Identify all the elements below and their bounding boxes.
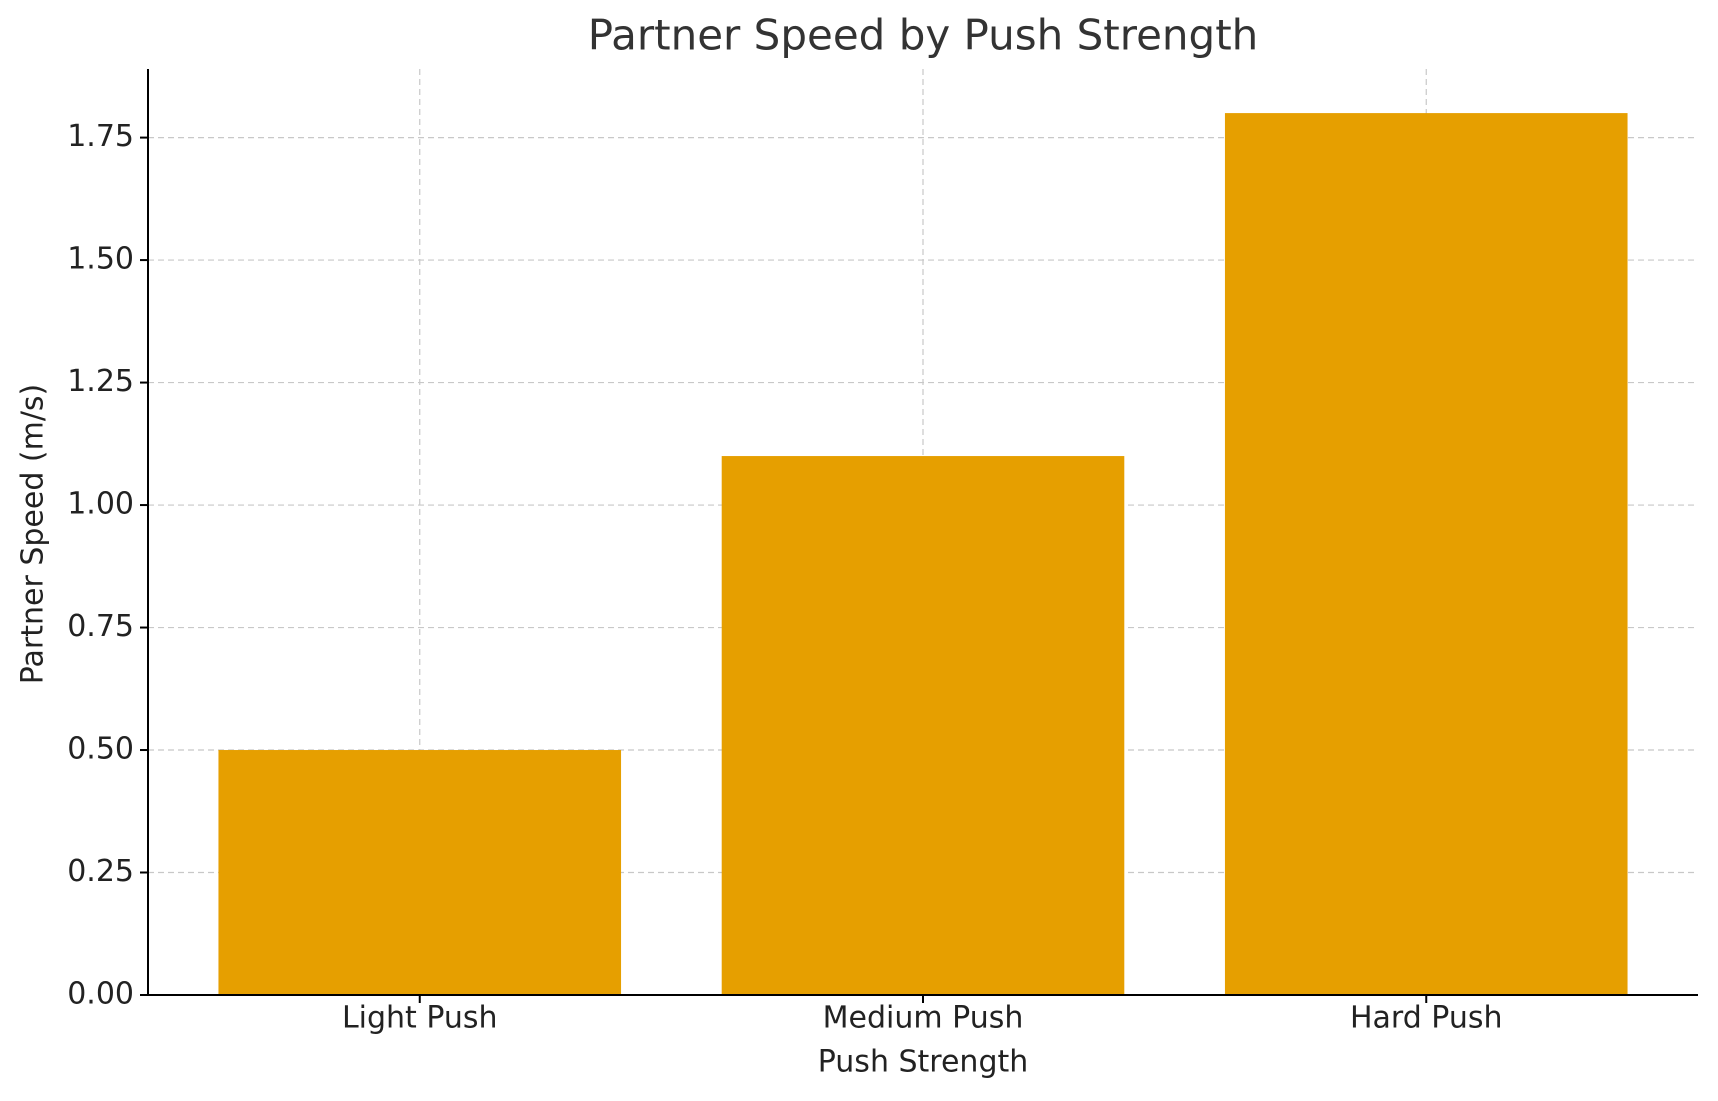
y-tick-label: 0.25 (67, 854, 134, 889)
y-tick-label: 1.75 (67, 119, 134, 154)
y-tick-label: 1.00 (67, 487, 134, 522)
y-tick-label: 1.50 (67, 242, 134, 277)
y-tick-label: 0.75 (67, 609, 134, 644)
y-tick-label: 0.00 (67, 977, 134, 1012)
x-tick-label: Medium Push (823, 1001, 1024, 1036)
chart-title: Partner Speed by Push Strength (588, 11, 1259, 60)
y-axis-label: Partner Speed (m/s) (16, 384, 51, 685)
bar (218, 750, 622, 995)
x-axis-label: Push Strength (818, 1045, 1029, 1080)
x-tick-label: Light Push (342, 1001, 498, 1036)
y-tick-label: 1.25 (67, 364, 134, 399)
x-tick-label: Hard Push (1350, 1001, 1503, 1036)
bar (1224, 113, 1628, 996)
bar (721, 456, 1125, 995)
y-tick-label: 0.50 (67, 732, 134, 767)
